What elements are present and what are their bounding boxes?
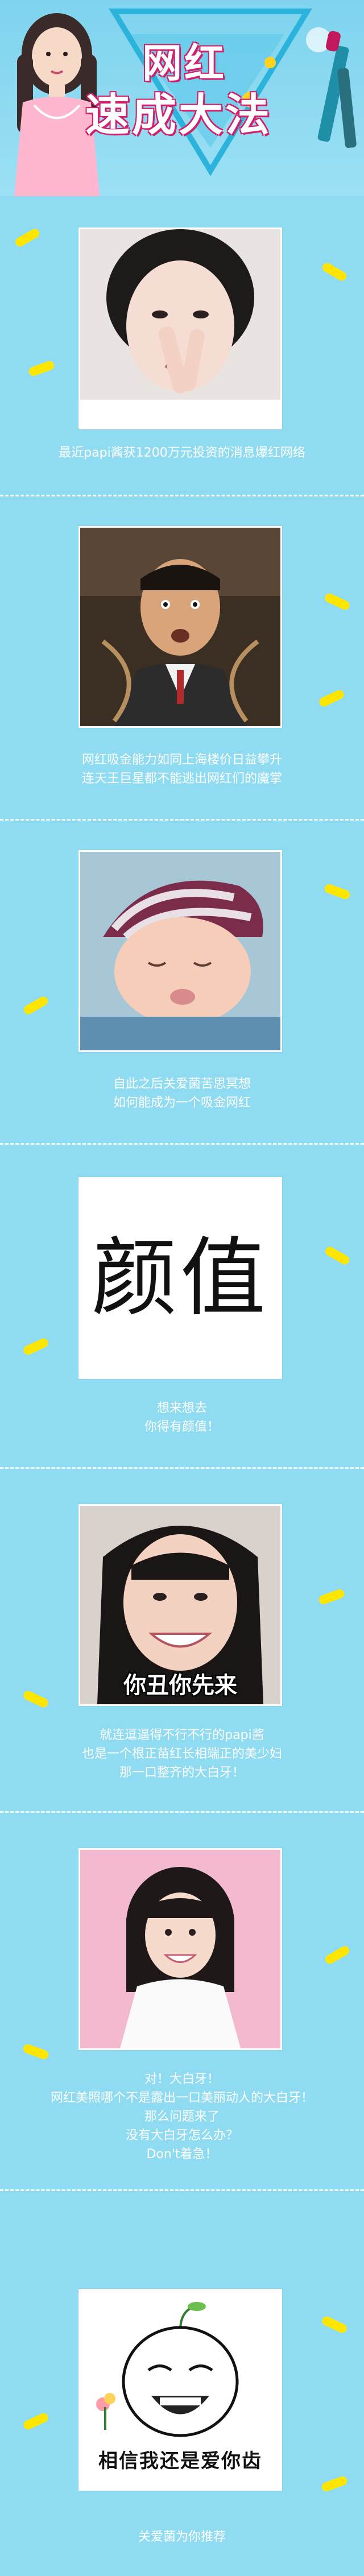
caption-line: 你得有颜值！ [144,1420,220,1434]
photo-stephen [78,526,282,728]
caption-section-1: 最近papi酱获1200万元投资的消息爆红网络 [0,444,364,462]
streak-deco [22,995,49,1016]
smiling-girl-image [80,1850,280,2048]
caption-line: 关爱菌为你推荐 [138,2530,226,2544]
photo-papi [78,227,282,429]
caption-line: 那么问题来了 [144,2110,220,2124]
caption-section-2: 网红吸金能力如同上海楼价日益攀升 连天王巨星都不能逃出网红们的魔掌 [0,751,364,788]
section-divider [0,495,364,496]
caption-section-3: 自此之后关爱菌苦思冥想 如何能成为一个吸金网红 [0,1075,364,1112]
cartoon-meme-image [80,2291,280,2489]
caption-line: 没有大白牙怎么办？ [125,2128,238,2143]
streak-deco [323,883,351,901]
caption-line: 那一口整齐的大白牙！ [119,1766,245,1780]
lipstick-case-2 [337,68,357,148]
section-divider [0,1467,364,1469]
streak-deco [22,1689,50,1709]
streak-deco [22,1337,50,1356]
photo-meme: 相信我还是爱你齿 [78,2289,282,2491]
caption-line: 连天王巨星都不能逃出网红们的魔掌 [81,772,282,786]
photo-ugly-meme: 你丑你先来 [78,1504,282,1706]
header-banner: 网红 速成大法 [0,0,364,196]
streak-deco [323,592,351,611]
caption-line: 最近papi酱获1200万元投资的消息爆红网络 [59,446,305,460]
meme-caption: 相信我还是爱你齿 [98,2450,262,2473]
caption-section-7: 关爱菌为你推荐 [0,2528,364,2546]
streak-deco [317,689,346,708]
word-yanzhi: 颜值 [91,1229,269,1328]
stephen-chow-image [80,528,280,726]
caption-line: 就连逗逼得不行不行的papi酱 [100,1728,264,1742]
triangle-outline [109,8,312,176]
streak-deco [320,2315,349,2334]
streak-deco [14,227,41,249]
lipstick-tip [325,31,341,52]
streak-deco [321,261,348,283]
title-line-1: 网红 [142,40,226,86]
section-divider [0,2189,364,2191]
caption-line: 如何能成为一个吸金网红 [113,1096,251,1110]
caption-section-5: 就连逗逼得不行不行的papi酱 也是一个根正苗红长相端正的美少妇 那一口整齐的大… [0,1726,364,1782]
caption-line: 网红美照哪个不是露出一口美丽动人的大白牙！ [50,2091,313,2105]
section-divider [0,819,364,821]
model-illustration [14,13,100,196]
coin-2 [264,57,276,68]
title-line-2: 速成大法 [85,90,272,141]
cloud-puff [306,27,331,52]
caption-section-4: 想来想去 你得有颜值！ [0,1399,364,1436]
triangle-fill [131,34,284,148]
streak-deco [324,1245,351,1266]
section-divider [0,1811,364,1813]
streak-deco [27,359,56,378]
caption-section-6: 对！大白牙！ 网红美照哪个不是露出一口美丽动人的大白牙！ 那么问题来了 没有大白… [0,2070,364,2164]
streak-deco [324,1944,351,1966]
streak-deco [22,2412,50,2431]
sleeping-baby-image [80,852,280,1050]
photo-baby [78,850,282,1052]
streak-deco [22,2043,50,2061]
meme-subtitle: 你丑你先来 [123,1672,237,1699]
photo-girl [78,1848,282,2050]
caption-line: 对！大白牙！ [144,2072,220,2086]
word-card-yanzhi: 颜值 [78,1177,282,1379]
streak-deco [317,1588,346,1606]
papi-teeth-image [80,1506,280,1704]
caption-line: 自此之后关爱菌苦思冥想 [113,1077,251,1091]
caption-line: 网红吸金能力如同上海楼价日益攀升 [81,753,282,767]
caption-line: 想来想去 [156,1401,207,1415]
caption-line: 也是一个根正苗红长相端正的美少妇 [81,1747,282,1761]
papi-selfie-image [80,229,280,428]
section-divider [0,1143,364,1145]
streak-deco [320,2475,349,2493]
caption-line: Don't着急！ [146,2147,218,2161]
coin-1 [242,92,258,107]
